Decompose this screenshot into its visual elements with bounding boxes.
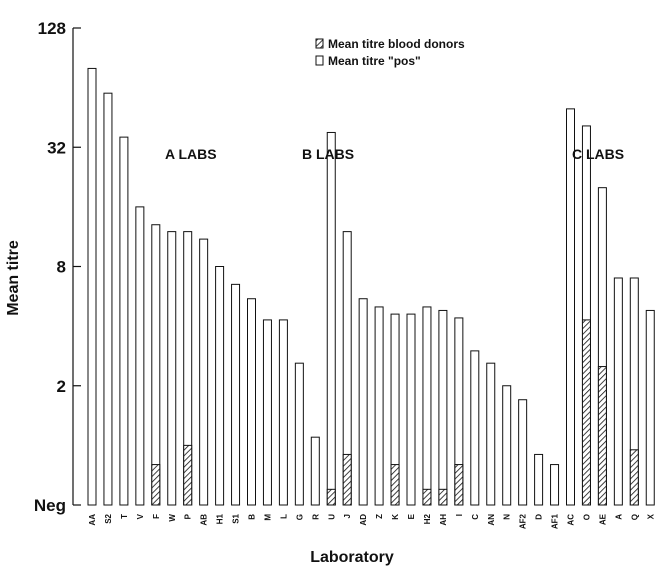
y-tick-label-0: Neg (34, 496, 66, 515)
bar-donor-23 (454, 464, 464, 506)
x-tick-label-31: O (582, 514, 591, 520)
group-label-2: C LABS (572, 146, 624, 162)
legend-label-pos: Mean titre "pos" (328, 54, 421, 68)
x-tick-label-34: Q (630, 514, 639, 520)
x-tick-label-9: S1 (232, 513, 241, 523)
legend-marker-pos (315, 55, 324, 66)
x-tick-label-16: J (343, 514, 352, 518)
x-tick-label-27: AF2 (519, 513, 528, 529)
bar-pos-13 (294, 362, 304, 506)
bar-pos-0 (87, 67, 97, 506)
x-tick-label-25: AN (487, 514, 496, 526)
x-tick-label-33: A (614, 514, 623, 520)
y-tick-label-1: 2 (57, 377, 66, 396)
x-tick-label-1: S2 (104, 513, 113, 523)
group-label-0: A LABS (165, 146, 217, 162)
y-axis: Neg 2 8 32 128 (34, 19, 81, 515)
x-tick-label-32: AE (598, 513, 607, 525)
x-tick-label-8: H1 (216, 513, 225, 524)
bar-pos-26 (502, 385, 512, 506)
bar-pos-21 (422, 306, 432, 506)
bar-pos-1 (103, 92, 113, 506)
x-tick-label-2: T (120, 514, 129, 519)
bar-donor-34 (629, 449, 639, 506)
x-axis-title: Laboratory (310, 549, 394, 566)
bar-pos-10 (247, 298, 256, 506)
x-tick-label-10: B (248, 514, 257, 520)
x-tick-label-13: G (295, 514, 304, 520)
x-tick-label-24: C (471, 514, 480, 520)
x-tick-label-30: AC (567, 514, 576, 526)
bar-pos-5 (167, 231, 177, 506)
bar-donor-22 (438, 488, 448, 506)
bar-pos-7 (199, 238, 209, 506)
y-axis-title: Mean titre (5, 240, 22, 316)
x-tick-label-4: F (152, 514, 161, 519)
x-tick-label-15: U (327, 514, 336, 520)
legend-marker-donors (315, 38, 324, 49)
bars (87, 67, 655, 506)
bar-pos-2 (119, 136, 129, 506)
group-labels: A LABS B LABS C LABS (165, 146, 624, 162)
x-tick-label-29: AF1 (551, 513, 560, 529)
bar-pos-8 (215, 266, 225, 506)
bar-pos-35 (645, 309, 655, 506)
x-tick-label-0: AA (88, 514, 97, 526)
x-tick-label-20: E (407, 513, 416, 519)
x-tick-label-22: AH (439, 514, 448, 526)
bar-pos-20 (406, 313, 416, 506)
bar-donor-15 (326, 488, 336, 506)
x-tick-label-7: AB (200, 514, 209, 526)
x-tick-label-5: W (168, 514, 177, 522)
bar-pos-15 (326, 131, 336, 506)
bar-donor-31 (581, 319, 591, 506)
bar-donor-19 (390, 464, 400, 506)
bar-pos-28 (534, 453, 544, 506)
bar-pos-33 (613, 277, 623, 506)
bar-pos-24 (470, 350, 480, 506)
x-tick-label-19: K (391, 514, 400, 520)
x-tick-label-23: I (455, 514, 464, 516)
group-label-1: B LABS (302, 146, 354, 162)
y-tick-label-4: 128 (38, 19, 66, 38)
x-tick-label-28: D (535, 514, 544, 520)
y-tick-label-3: 32 (47, 138, 66, 157)
bar-donor-4 (151, 464, 161, 506)
x-tick-label-11: M (263, 514, 272, 521)
x-tick-label-18: Z (375, 514, 384, 519)
x-tick-label-35: X (646, 513, 655, 519)
category-labels: AA S2 T V F W P AB H1 S1 B M L G R U J AD Z K E H2 AH I C AN N AF2 D… (88, 513, 655, 529)
bar-pos-3 (135, 206, 145, 506)
y-tick-label-2: 8 (57, 258, 66, 277)
bar-pos-14 (310, 436, 320, 506)
bar-pos-29 (550, 464, 560, 506)
x-tick-label-6: P (184, 513, 193, 519)
bar-pos-25 (486, 362, 496, 506)
bar-pos-12 (278, 319, 288, 506)
bar-donor-32 (597, 366, 607, 506)
bar-pos-22 (438, 309, 448, 506)
x-tick-label-3: V (136, 513, 145, 519)
x-tick-label-21: H2 (423, 513, 432, 524)
bar-pos-30 (566, 108, 575, 506)
bar-pos-27 (518, 399, 528, 506)
bar-pos-17 (358, 298, 368, 506)
legend-label-donors: Mean titre blood donors (328, 37, 465, 51)
x-tick-label-14: R (311, 514, 320, 520)
bar-donor-16 (342, 453, 352, 506)
bar-pos-4 (151, 224, 161, 506)
legend: Mean titre blood donors Mean titre "pos" (315, 37, 465, 68)
x-tick-label-26: N (503, 514, 512, 520)
x-tick-label-17: AD (359, 514, 368, 526)
bar-pos-11 (262, 319, 272, 506)
bar-donor-6 (183, 444, 193, 506)
x-tick-label-12: L (279, 514, 288, 519)
bar-pos-9 (231, 283, 241, 506)
bar-pos-18 (374, 306, 384, 506)
bar-donor-21 (422, 488, 432, 506)
